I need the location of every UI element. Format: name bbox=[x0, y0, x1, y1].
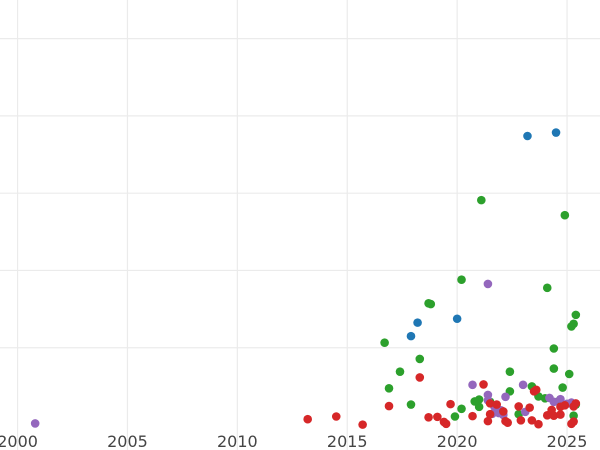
data-point-green bbox=[558, 383, 567, 392]
data-point-red bbox=[498, 407, 508, 416]
data-point-purple bbox=[501, 392, 510, 402]
data-point-red bbox=[303, 414, 312, 424]
data-point-red bbox=[556, 410, 565, 419]
data-point-green bbox=[542, 283, 552, 293]
data-point-red bbox=[531, 385, 541, 395]
data-point-blue bbox=[551, 128, 561, 137]
data-point-red bbox=[569, 417, 578, 426]
data-point-red bbox=[331, 412, 341, 421]
x-tick-label: 2020 bbox=[437, 432, 478, 450]
data-point-red bbox=[483, 416, 493, 426]
data-point-red bbox=[525, 403, 534, 412]
data-point-blue bbox=[523, 131, 532, 141]
data-point-red bbox=[527, 416, 537, 425]
x-tick-label: 2000 bbox=[0, 432, 38, 450]
data-point-green bbox=[564, 369, 574, 379]
data-point-green bbox=[457, 275, 466, 285]
data-point-green bbox=[549, 364, 559, 373]
data-point-red bbox=[516, 416, 526, 425]
data-point-red bbox=[479, 380, 488, 389]
data-point-blue bbox=[413, 318, 422, 327]
x-axis-ticks: 2000 2005 2010 2015 2020 2025 bbox=[0, 432, 587, 450]
data-point-green bbox=[450, 412, 460, 421]
data-point-red bbox=[384, 401, 394, 411]
data-point-green bbox=[384, 383, 394, 393]
data-point-purple bbox=[483, 279, 493, 289]
data-point-red bbox=[485, 399, 495, 408]
data-point-red bbox=[485, 409, 495, 419]
data-point-red bbox=[433, 412, 442, 422]
data-point-green bbox=[567, 322, 576, 331]
data-point-red bbox=[549, 411, 559, 421]
data-point-green bbox=[426, 299, 436, 309]
data-point-green bbox=[560, 210, 570, 220]
data-points bbox=[30, 128, 581, 429]
data-point-purple bbox=[556, 394, 565, 404]
data-point-red bbox=[571, 399, 581, 408]
data-point-red bbox=[503, 418, 512, 427]
data-point-red bbox=[492, 400, 502, 409]
data-point-purple bbox=[30, 419, 40, 428]
x-tick-label: 2015 bbox=[327, 432, 368, 450]
data-point-purple bbox=[468, 380, 477, 390]
data-point-purple bbox=[549, 397, 559, 407]
data-point-blue bbox=[452, 314, 462, 324]
data-point-green bbox=[477, 195, 486, 205]
data-point-green bbox=[395, 367, 405, 376]
data-point-red bbox=[424, 412, 433, 422]
data-point-green bbox=[571, 310, 581, 320]
data-point-green bbox=[474, 402, 484, 412]
data-point-green bbox=[505, 367, 515, 376]
data-point-green bbox=[457, 404, 466, 414]
data-point-red bbox=[446, 399, 455, 409]
x-tick-label: 2025 bbox=[547, 432, 588, 450]
data-point-green bbox=[380, 338, 389, 348]
data-point-red bbox=[358, 420, 367, 429]
data-point-red bbox=[560, 400, 570, 410]
data-point-blue bbox=[406, 331, 416, 341]
x-tick-label: 2005 bbox=[107, 432, 148, 450]
data-point-green bbox=[415, 354, 425, 364]
data-point-green bbox=[549, 344, 559, 353]
data-point-red bbox=[514, 402, 523, 411]
data-point-red bbox=[534, 419, 543, 429]
data-point-green bbox=[406, 400, 416, 409]
data-point-red bbox=[468, 411, 477, 421]
data-point-red bbox=[441, 419, 451, 429]
data-point-purple bbox=[518, 380, 528, 390]
x-tick-label: 2010 bbox=[217, 432, 258, 450]
data-point-red bbox=[415, 373, 425, 382]
